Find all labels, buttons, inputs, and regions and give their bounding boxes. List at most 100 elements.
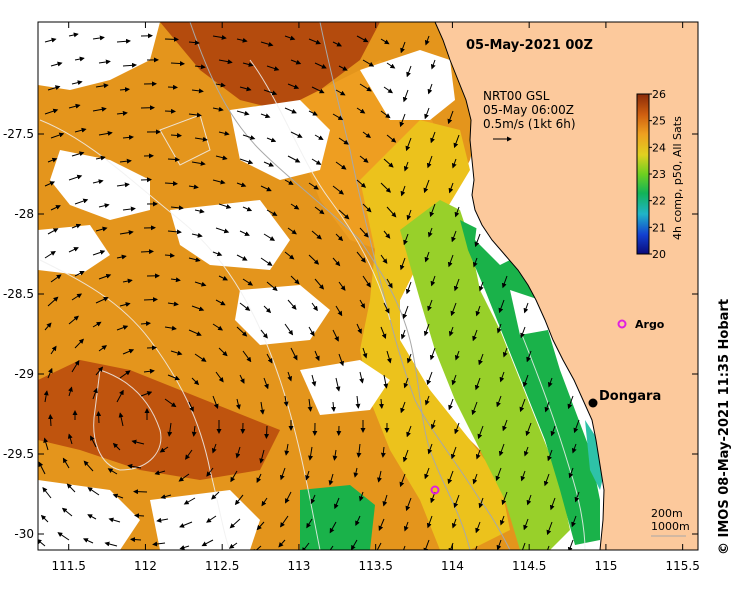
- current-arrow-icon: [403, 161, 409, 172]
- current-arrow-icon: [451, 374, 457, 386]
- current-arrow-icon: [430, 59, 436, 70]
- current-arrow-icon: [450, 446, 457, 460]
- current-arrow-icon: [170, 350, 183, 356]
- current-arrow-icon: [406, 353, 412, 364]
- current-arrow-icon: [215, 155, 228, 161]
- current-arrow-icon: [44, 250, 56, 259]
- current-arrow-icon: [188, 257, 201, 263]
- current-arrow-icon: [218, 130, 230, 136]
- current-arrow-icon: [259, 449, 265, 464]
- current-arrow-icon: [399, 113, 406, 128]
- x-tick-label: 113.5: [358, 559, 392, 573]
- current-arrow-icon: [116, 182, 130, 188]
- current-arrow-icon: [356, 443, 362, 458]
- current-arrow-icon: [38, 538, 46, 547]
- current-arrow-icon: [547, 449, 553, 462]
- current-arrow-icon: [334, 497, 340, 510]
- current-arrow-icon: [212, 34, 227, 40]
- current-arrow-icon: [546, 521, 553, 536]
- current-arrow-icon: [188, 184, 199, 190]
- current-arrow-icon: [116, 325, 129, 331]
- current-arrow-icon: [98, 130, 113, 136]
- current-arrow-icon: [279, 467, 286, 481]
- current-arrow-icon: [472, 473, 478, 485]
- current-arrow-icon: [71, 80, 83, 86]
- current-arrow-icon: [402, 89, 409, 103]
- current-arrow-icon: [170, 277, 181, 283]
- current-arrow-icon: [290, 131, 303, 138]
- current-arrow-icon: [119, 87, 130, 93]
- current-arrow-icon: [116, 389, 124, 403]
- current-arrow-icon: [356, 251, 366, 263]
- current-arrow-icon: [305, 470, 310, 481]
- current-arrow-icon: [427, 443, 433, 455]
- current-arrow-icon: [48, 414, 54, 427]
- current-arrow-icon: [430, 419, 436, 430]
- current-arrow-icon: [188, 40, 200, 46]
- current-arrow-icon: [95, 366, 104, 376]
- current-arrow-icon: [242, 62, 254, 67]
- current-arrow-icon: [359, 227, 369, 238]
- current-arrow-icon: [311, 86, 325, 94]
- argo-float-icon: [430, 485, 440, 495]
- current-arrow-icon: [311, 158, 322, 165]
- y-tick-label: -29: [14, 367, 34, 381]
- current-arrow-icon: [374, 542, 382, 550]
- x-tick-label: 112.5: [205, 559, 239, 573]
- current-arrow-icon: [447, 110, 454, 125]
- ssh-contours: [39, 59, 586, 550]
- current-arrow-icon: [498, 443, 505, 457]
- sst-green-coastal: [460, 220, 600, 545]
- current-arrow-icon: [242, 134, 256, 140]
- x-axis: 111.5 112 112.5 113 113.5 114 114.5 115 115.5: [52, 22, 700, 573]
- current-arrow-icon: [112, 493, 124, 499]
- current-arrow-icon: [191, 88, 204, 94]
- current-arrow-icon: [235, 398, 241, 410]
- current-arrow-icon: [495, 467, 502, 482]
- current-arrow-icon: [284, 323, 294, 336]
- current-arrow-icon: [568, 467, 574, 479]
- cloud-south-mid: [150, 490, 260, 550]
- current-arrow-icon: [573, 419, 580, 434]
- x-tick-label: 114: [441, 559, 464, 573]
- current-arrow-icon: [266, 65, 280, 71]
- colorbar: 26 25 24 23 22 21 20 4h comp, p50, All Sats: [636, 88, 684, 261]
- current-arrow-icon: [50, 132, 65, 139]
- current-arrow-icon: [335, 89, 346, 96]
- current-arrow-icon: [74, 198, 89, 205]
- current-arrow-icon: [423, 179, 430, 194]
- argo-marker: Argo: [617, 318, 665, 331]
- current-arrow-icon: [383, 230, 391, 239]
- current-arrow-icon: [164, 398, 177, 408]
- current-arrow-icon: [424, 467, 430, 480]
- argo-icon: [617, 319, 627, 329]
- current-arrow-icon: [191, 232, 203, 238]
- current-arrow-icon: [400, 401, 406, 414]
- current-arrow-icon: [335, 377, 341, 392]
- current-arrow-icon: [179, 521, 193, 528]
- current-arrow-icon: [239, 158, 254, 165]
- current-arrow-icon: [427, 227, 433, 238]
- current-arrow-icon: [44, 108, 59, 115]
- current-arrow-icon: [239, 302, 251, 311]
- current-arrow-icon: [68, 315, 79, 325]
- current-arrow-icon: [478, 497, 484, 509]
- current-arrow-icon: [472, 329, 478, 342]
- current-arrow-icon: [290, 203, 300, 210]
- map-title: 05-May-2021 00Z: [466, 38, 593, 53]
- cloud-nw2: [50, 150, 150, 220]
- current-arrow-icon: [68, 247, 79, 253]
- current-arrow-icon: [191, 425, 197, 437]
- current-arrow-icon: [116, 254, 127, 260]
- current-arrow-icon: [98, 345, 108, 352]
- current-arrow-icon: [386, 350, 392, 364]
- current-arrow-icon: [362, 275, 371, 288]
- current-arrow-icon: [403, 377, 409, 389]
- current-arrow-icon: [261, 497, 268, 507]
- current-arrow-icon: [242, 278, 254, 286]
- colorbar-scale: [636, 93, 650, 255]
- current-arrow-icon: [287, 371, 293, 382]
- current-arrow-icon: [526, 494, 532, 506]
- current-arrow-icon: [359, 83, 372, 92]
- dongara-label: Dongara: [599, 389, 661, 404]
